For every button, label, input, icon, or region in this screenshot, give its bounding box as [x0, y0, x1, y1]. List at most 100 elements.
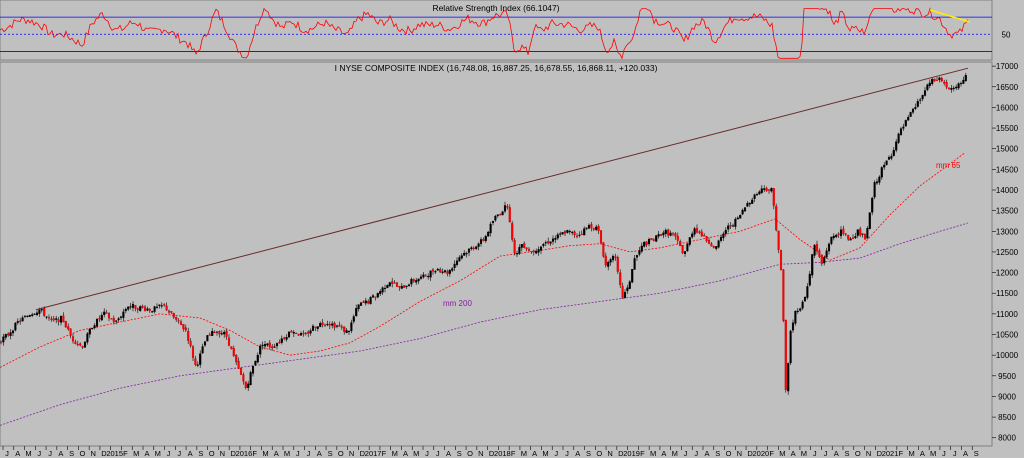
rsi-y-axis: 50: [1002, 30, 1011, 39]
candle-up: [139, 306, 142, 311]
candle-up: [491, 221, 495, 223]
x-tick-label: J: [694, 449, 698, 458]
x-axis: J A M J J A S O N D 2015 F M A M J J A S O N D 2016 F M A M J J A S O N D…: [2, 446, 979, 458]
candle-up: [693, 228, 696, 235]
x-tick-label: 2017: [365, 449, 382, 458]
candle-down: [167, 310, 171, 313]
candle-up: [549, 241, 552, 244]
y-tick-label: 16500: [996, 83, 1019, 92]
x-tick-label: M: [521, 449, 527, 458]
x-tick-label: D: [230, 449, 236, 458]
x-tick-label: A: [704, 449, 709, 458]
candle-up: [475, 246, 478, 249]
candle-up: [477, 243, 480, 247]
candle-down: [57, 319, 60, 323]
candle-up: [100, 315, 103, 321]
x-tick-label: O: [79, 449, 85, 458]
candle-down: [98, 318, 101, 320]
y-tick-label: 9000: [998, 392, 1016, 401]
x-tick-label: J: [296, 449, 300, 458]
x-tick-label: M: [650, 449, 656, 458]
candle-up: [9, 332, 12, 336]
candle-up: [417, 278, 420, 282]
candle-up: [655, 235, 658, 242]
candle-up: [832, 235, 835, 239]
candle-up: [796, 310, 799, 312]
candle-up: [256, 354, 259, 363]
candle-up: [611, 255, 615, 261]
candle-up: [251, 365, 255, 374]
rsi-title: Relative Strength Index (66.1047): [432, 3, 559, 13]
candle-down: [705, 236, 708, 242]
candle-up: [952, 87, 955, 89]
candle-down: [525, 247, 528, 250]
candle-down: [107, 313, 111, 319]
candle-down: [659, 234, 663, 236]
candle-down: [362, 301, 365, 303]
x-tick-label: J: [177, 449, 181, 458]
candle-down: [79, 343, 82, 346]
candle-down: [784, 319, 787, 390]
candle-up: [496, 214, 499, 216]
candle-up: [285, 337, 288, 340]
candle-down: [590, 224, 593, 229]
candle-up: [419, 276, 423, 279]
candle-up: [199, 353, 202, 365]
price-title: I NYSE COMPOSITE INDEX (16,748.08, 16,88…: [335, 63, 658, 73]
candle-down: [844, 233, 847, 235]
candle-up: [11, 330, 15, 334]
candle-up: [316, 326, 319, 329]
candle-up: [103, 311, 106, 315]
candle-up: [45, 316, 48, 318]
y-tick-label: 10000: [996, 351, 1019, 360]
candle-up: [484, 235, 487, 242]
candle-down: [237, 360, 240, 369]
candle-up: [743, 207, 747, 212]
candle-up: [683, 251, 687, 254]
candle-up: [93, 325, 96, 329]
x-tick-label: O: [467, 449, 473, 458]
candle-down: [7, 333, 10, 336]
candle-down: [506, 206, 509, 208]
candle-up: [352, 316, 355, 322]
x-tick-label: M: [801, 449, 807, 458]
candle-up: [566, 230, 569, 233]
candle-down: [208, 334, 211, 336]
candle-down: [268, 342, 271, 348]
candle-up: [460, 255, 463, 259]
candle-up: [770, 187, 773, 192]
x-tick-label: 2018: [494, 449, 511, 458]
candle-down: [513, 240, 516, 254]
candle-up: [813, 244, 816, 256]
candle-down: [62, 315, 65, 323]
candle-up: [23, 315, 27, 317]
candle-down: [235, 354, 238, 363]
candle-down: [177, 320, 180, 322]
candle-up: [539, 246, 543, 251]
x-tick-label: D: [747, 449, 753, 458]
candle-down: [863, 233, 867, 240]
candle-up: [287, 331, 291, 338]
candle-down: [765, 187, 768, 192]
candle-down: [698, 231, 701, 233]
candle-up: [311, 325, 315, 331]
candle-down: [650, 238, 653, 241]
candle-down: [532, 250, 535, 253]
candle-up: [647, 239, 651, 245]
y-tick-label: 9500: [998, 372, 1016, 381]
candle-up: [871, 197, 874, 213]
candle-down: [712, 246, 715, 248]
candle-up: [717, 240, 720, 248]
candle-up: [436, 268, 439, 271]
candle-up: [196, 364, 199, 366]
candle-up: [911, 108, 915, 113]
candle-down: [439, 269, 442, 273]
candle-down: [652, 239, 655, 241]
candle-up: [2, 336, 5, 343]
candle-down: [283, 337, 286, 339]
candle-down: [278, 342, 281, 344]
candle-down: [679, 241, 682, 247]
candle-up: [153, 306, 156, 312]
candle-up: [535, 251, 538, 254]
candle-up: [755, 194, 759, 196]
